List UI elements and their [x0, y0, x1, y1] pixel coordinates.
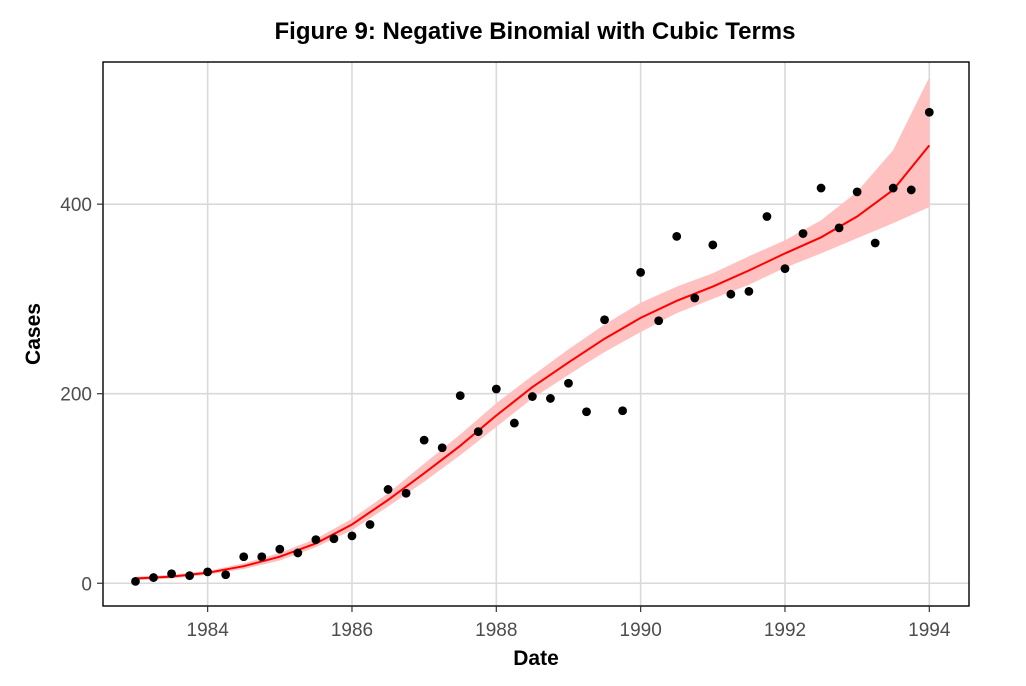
y-axis-title: Cases	[22, 303, 45, 365]
x-axis-title: Date	[513, 647, 559, 670]
data-point	[582, 407, 591, 417]
data-point	[726, 289, 736, 299]
grid	[103, 62, 969, 606]
data-point	[906, 185, 916, 195]
x-tick-label: 1984	[187, 620, 230, 641]
data-point	[546, 394, 555, 403]
x-axis-ticks: 1984 1986 1988 1990 1992 1994	[187, 606, 951, 641]
data-point	[149, 573, 158, 582]
data-point	[564, 378, 573, 388]
data-point	[527, 392, 537, 401]
data-point	[329, 534, 339, 544]
chart-title: Figure 9: Negative Binomial with Cubic T…	[274, 18, 796, 45]
data-point	[834, 223, 844, 233]
data-point	[401, 488, 411, 498]
data-point	[203, 567, 213, 577]
data-point	[257, 552, 267, 562]
data-point	[636, 267, 646, 277]
data-point	[275, 544, 285, 554]
fit-line	[135, 144, 931, 580]
data-point	[347, 531, 357, 541]
x-tick-label: 1992	[764, 620, 806, 641]
y-tick-label: 400	[60, 195, 92, 216]
data-point	[365, 520, 375, 529]
data-point	[311, 535, 321, 545]
data-point	[690, 293, 700, 303]
fit-line-layer	[135, 144, 931, 580]
data-point	[509, 418, 519, 428]
data-point	[239, 552, 249, 562]
y-tick-label: 0	[81, 574, 92, 595]
data-point	[437, 443, 447, 453]
x-tick-label: 1990	[620, 620, 662, 641]
confidence-band	[135, 77, 930, 581]
points-layer	[131, 107, 934, 586]
data-point	[924, 107, 934, 117]
data-point	[852, 187, 862, 197]
data-point	[816, 183, 826, 193]
x-tick-label: 1988	[475, 620, 517, 641]
data-point	[473, 427, 483, 437]
data-point	[185, 571, 195, 581]
data-point	[780, 264, 790, 274]
data-point	[221, 570, 231, 580]
data-point	[888, 183, 898, 193]
data-point	[131, 576, 140, 586]
data-point	[870, 238, 880, 248]
x-tick-label: 1986	[331, 620, 373, 641]
data-point	[600, 315, 609, 325]
data-point	[419, 435, 429, 445]
y-axis-ticks: 0 200 400	[60, 195, 103, 595]
data-point	[744, 286, 754, 296]
data-point	[491, 384, 501, 394]
data-point	[762, 212, 772, 221]
data-point	[455, 391, 465, 401]
data-point	[167, 569, 176, 579]
data-point	[654, 316, 664, 326]
data-point	[672, 231, 682, 241]
plot-panel-border	[102, 61, 970, 607]
data-point	[383, 485, 393, 494]
data-point	[708, 240, 718, 250]
data-point	[618, 406, 627, 416]
data-point	[293, 548, 303, 558]
x-tick-label: 1994	[908, 620, 951, 641]
data-point	[798, 229, 808, 238]
y-tick-label: 200	[60, 385, 92, 406]
confidence-band-layer	[135, 77, 930, 581]
